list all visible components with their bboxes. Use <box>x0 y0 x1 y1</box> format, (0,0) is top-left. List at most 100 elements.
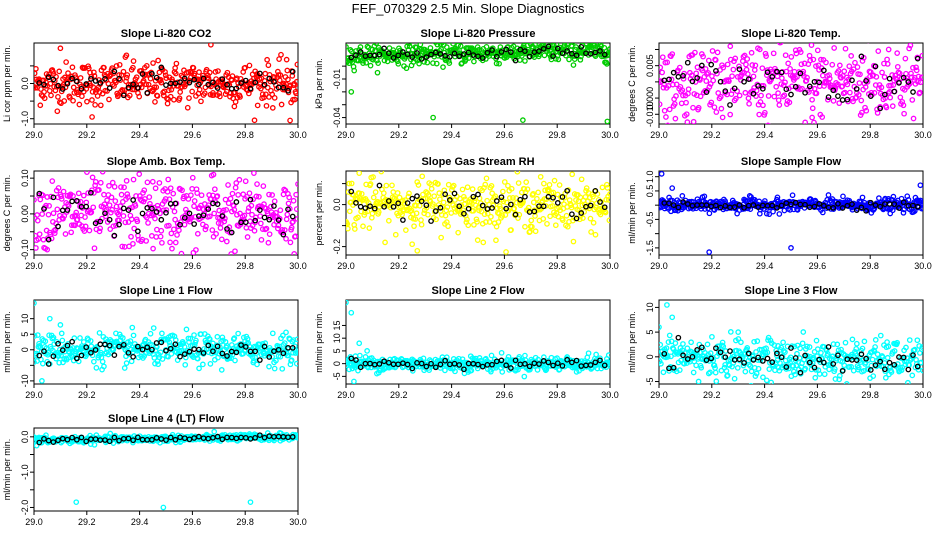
y-tick-label: 0.005 <box>645 54 655 77</box>
data-point <box>736 63 742 70</box>
reference-point <box>597 48 603 54</box>
reference-point <box>545 359 552 366</box>
reference-point <box>522 48 528 54</box>
reference-point <box>830 205 837 211</box>
reference-point <box>896 80 902 86</box>
reference-point <box>418 56 425 62</box>
data-point <box>269 105 276 111</box>
data-point <box>155 57 161 64</box>
data-point <box>455 43 462 49</box>
data-point <box>229 73 236 79</box>
data-point <box>55 93 61 100</box>
reference-point <box>437 51 444 57</box>
data-point <box>124 191 131 197</box>
data-point <box>403 65 410 72</box>
data-point <box>672 115 679 122</box>
data-point <box>156 180 163 186</box>
data-point <box>96 330 103 336</box>
reference-point <box>694 347 700 353</box>
data-point <box>756 111 763 118</box>
data-point <box>510 195 516 201</box>
data-point <box>34 83 37 90</box>
reference-point <box>592 359 599 366</box>
y-tick-label: 0.000 <box>645 87 655 110</box>
data-point <box>118 184 124 190</box>
data-point <box>878 84 885 91</box>
reference-point <box>55 82 61 89</box>
reference-point <box>484 49 491 56</box>
data-point <box>521 373 528 380</box>
reference-point <box>69 75 75 82</box>
data-point <box>529 223 535 230</box>
outlier-point <box>885 46 892 53</box>
reference-point <box>689 353 696 360</box>
data-point <box>200 72 206 79</box>
reference-point <box>872 63 879 70</box>
reference-point <box>88 189 94 196</box>
data-point <box>188 192 194 199</box>
reference-point <box>41 206 47 212</box>
data-point <box>659 69 666 76</box>
data-point <box>271 95 278 101</box>
data-point <box>605 51 610 58</box>
data-point <box>212 69 219 75</box>
y-tick-label: -5 <box>645 378 655 386</box>
data-point <box>493 237 499 244</box>
data-point <box>91 245 98 252</box>
reference-point <box>882 366 888 373</box>
data-point <box>811 119 817 124</box>
data-point <box>49 178 56 184</box>
y-axis-label: degrees C per min. <box>627 45 637 122</box>
outlier-point <box>604 118 610 124</box>
data-point <box>167 239 173 246</box>
data-point <box>51 230 58 237</box>
reference-point <box>73 78 80 85</box>
data-point <box>75 190 82 197</box>
data-point <box>152 215 158 222</box>
data-point <box>707 369 713 376</box>
x-tick-label: 29.2 <box>390 390 408 400</box>
outlier-point <box>520 117 526 123</box>
data-point <box>254 181 260 187</box>
data-point <box>800 329 807 335</box>
data-point <box>897 94 904 101</box>
data-point <box>543 366 550 373</box>
reference-point <box>540 45 547 52</box>
data-point <box>799 340 806 347</box>
data-point <box>186 95 192 101</box>
data-point <box>119 335 126 341</box>
data-point <box>835 81 841 88</box>
reference-point <box>910 89 916 95</box>
data-point <box>142 196 148 202</box>
data-point <box>206 69 213 76</box>
data-point <box>717 93 724 100</box>
data-point <box>714 49 721 56</box>
reference-point <box>64 436 71 443</box>
data-point <box>744 56 751 62</box>
x-tick-label: 29.6 <box>809 130 827 140</box>
reference-point <box>675 204 682 211</box>
data-point <box>284 211 291 218</box>
reference-point <box>759 358 766 364</box>
data-point <box>836 62 843 69</box>
y-axis-label: percent per min. <box>314 180 324 245</box>
data-point <box>700 53 706 60</box>
reference-point <box>741 78 747 85</box>
reference-point <box>177 221 183 228</box>
data-point <box>181 221 188 228</box>
reference-point <box>36 80 43 86</box>
reference-point <box>442 357 448 364</box>
reference-point <box>149 346 155 353</box>
data-point <box>804 74 810 81</box>
data-point <box>751 338 757 345</box>
x-tick-label: 30.0 <box>289 390 307 400</box>
outlier-point <box>46 315 53 322</box>
reference-point <box>261 214 268 221</box>
outlier-point <box>695 378 702 384</box>
x-tick-label: 29.2 <box>78 390 96 400</box>
data-point <box>174 232 180 238</box>
data-point <box>659 101 663 108</box>
data-point <box>162 69 168 75</box>
data-point <box>705 57 712 64</box>
